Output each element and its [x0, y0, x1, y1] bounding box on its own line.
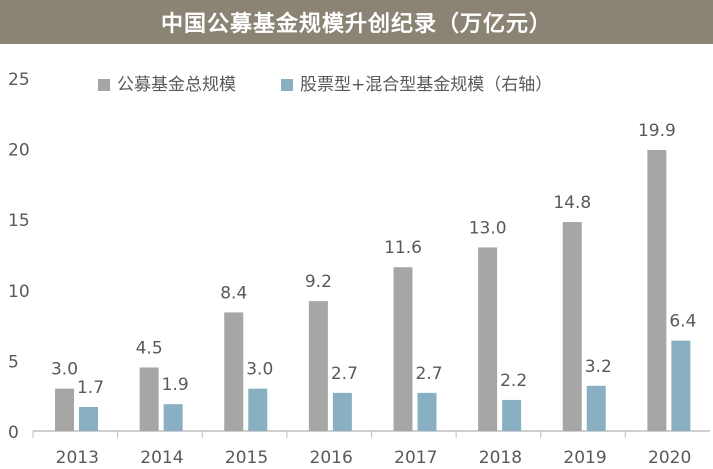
bar-equity-mixed	[671, 340, 691, 431]
data-label-total: 11.6	[384, 238, 422, 258]
data-label-total: 14.8	[553, 193, 591, 213]
data-label-equity-mixed: 1.9	[162, 375, 189, 395]
bar-total	[647, 150, 667, 431]
bar-equity-mixed	[417, 392, 437, 431]
y-tick-label: 10	[8, 282, 30, 302]
bar-equity-mixed	[79, 406, 98, 431]
y-tick-label: 25	[8, 70, 30, 90]
data-label-equity-mixed: 3.0	[246, 360, 273, 380]
bar-total	[224, 312, 244, 431]
x-tick-label: 2013	[56, 448, 99, 465]
data-label-total: 8.4	[220, 283, 247, 303]
chart-area: 0 5 10 15 20 25 2013 3.0 1.7 2014 4.5 1.9 2015 8.4 3.0…	[0, 44, 713, 468]
bar-equity-mixed	[502, 399, 522, 431]
chart-title: 中国公募基金规模升创纪录（万亿元）	[160, 12, 552, 37]
bar-equity-mixed	[332, 392, 352, 431]
bar-total	[562, 222, 582, 431]
bar-total	[139, 367, 159, 431]
bar-total	[478, 247, 498, 431]
data-label-equity-mixed: 1.7	[77, 378, 104, 398]
data-label-equity-mixed: 3.2	[585, 357, 612, 377]
legend-label-total: 公募基金总规模	[117, 75, 236, 95]
bar-chart: 051015202520133.01.720144.51.920158.43.0…	[8, 70, 710, 468]
data-label-total: 19.9	[638, 121, 676, 141]
bar-equity-mixed	[163, 404, 183, 431]
y-tick-label: 20	[8, 141, 30, 161]
bar-equity-mixed	[248, 388, 268, 431]
x-tick-label: 2017	[394, 448, 437, 465]
y-tick-label: 15	[8, 211, 30, 231]
legend-label-equity-mixed: 股票型+混合型基金规模（右轴）	[300, 75, 552, 95]
chart-title-bar: 中国公募基金规模升创纪录（万亿元）	[0, 0, 713, 44]
x-tick-label: 2016	[310, 448, 353, 465]
data-label-equity-mixed: 6.4	[669, 312, 696, 332]
data-label-total: 13.0	[469, 218, 507, 238]
y-tick-label: 5	[8, 352, 19, 372]
x-tick-label: 2020	[648, 448, 691, 465]
bar-equity-mixed	[586, 385, 606, 431]
x-tick-label: 2014	[140, 448, 183, 465]
data-label-equity-mixed: 2.7	[331, 364, 358, 384]
data-label-total: 3.0	[51, 360, 78, 380]
data-label-total: 4.5	[136, 338, 163, 358]
data-label-equity-mixed: 2.2	[500, 371, 527, 391]
x-tick-label: 2015	[225, 448, 268, 465]
legend-swatch-equity-mixed	[281, 79, 293, 91]
data-label-equity-mixed: 2.7	[415, 364, 442, 384]
y-tick-label: 0	[8, 423, 19, 443]
bar-total	[55, 388, 74, 431]
legend-swatch-total	[98, 79, 110, 91]
bar-total	[308, 301, 328, 431]
x-tick-label: 2019	[563, 448, 606, 465]
data-label-total: 9.2	[305, 272, 332, 292]
bar-total	[393, 267, 413, 431]
x-tick-label: 2018	[479, 448, 522, 465]
